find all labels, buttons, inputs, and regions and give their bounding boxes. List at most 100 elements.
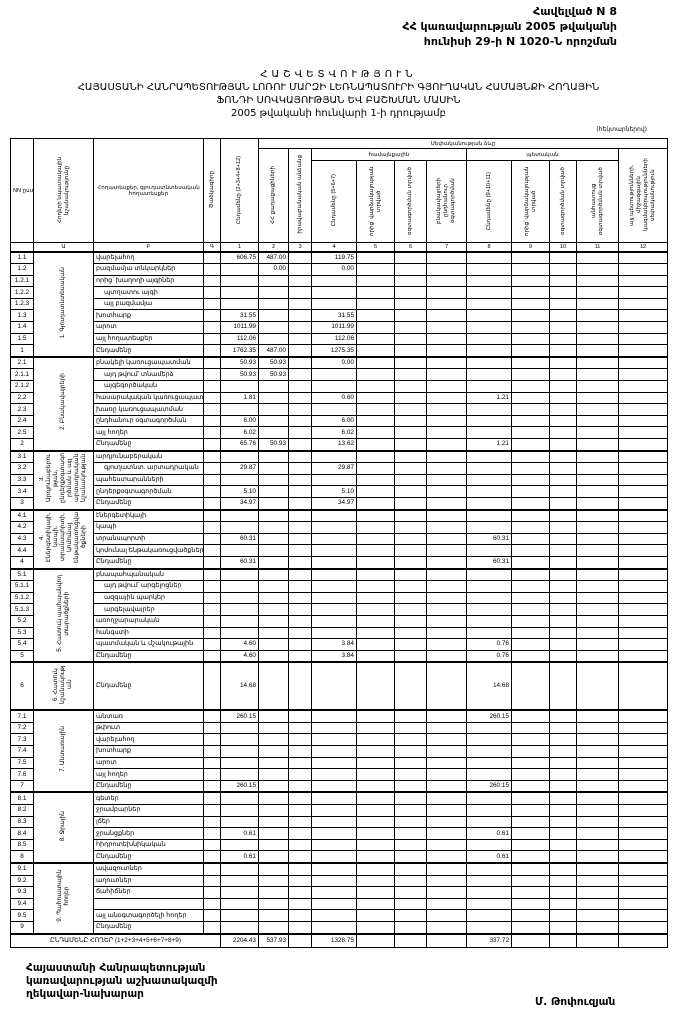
row-name: թփուտ	[93, 721, 204, 735]
value-col-10	[549, 426, 577, 439]
category-label: 5. Հատուկ պահպանվող տարածքների	[33, 567, 94, 663]
value-col-12	[617, 521, 669, 534]
value-col-8	[466, 485, 512, 498]
row-cipher	[203, 745, 221, 758]
value-col-12	[617, 779, 669, 793]
value-col-3	[288, 709, 312, 723]
value-col-7	[426, 804, 467, 817]
value-col-12	[617, 804, 669, 817]
value-col-6	[394, 286, 427, 299]
row-name: պատմական և մշակութային	[93, 638, 204, 651]
value-col-8	[466, 804, 512, 817]
row-cipher	[203, 591, 221, 605]
value-col-5	[356, 355, 395, 370]
value-col-8	[466, 591, 512, 605]
value-col-8	[466, 449, 512, 464]
value-col-10	[549, 638, 577, 651]
value-col-6	[394, 332, 427, 346]
value-col-11	[576, 815, 619, 829]
value-col-7	[426, 591, 467, 605]
value-col-4: 6.02	[311, 426, 357, 439]
value-col-12	[617, 462, 669, 475]
value-col-8	[466, 250, 512, 265]
value-col-4	[311, 815, 357, 829]
value-col-12	[617, 850, 669, 864]
value-col-4	[311, 709, 357, 723]
value-col-2	[258, 449, 289, 464]
value-col-11	[576, 521, 619, 534]
row-code: 1.3	[10, 309, 34, 323]
value-col-5	[356, 485, 395, 498]
value-col-10	[549, 496, 577, 511]
value-col-11	[576, 274, 619, 288]
value-col-3	[288, 603, 312, 616]
header-col-5: որից՝ վարձակալության տրված	[356, 160, 395, 243]
header-col-12: այլ պետությունների, միջազգային կազմակերպ…	[617, 148, 669, 243]
value-col-5	[356, 508, 395, 523]
value-col-10	[549, 521, 577, 534]
value-col-5	[356, 297, 395, 311]
annex-decree-line: ՀՀ կառավարության 2005 թվականի	[402, 20, 617, 33]
row-name: Ընդամենը	[93, 779, 204, 793]
value-col-6	[394, 544, 427, 557]
column-number: 8	[466, 242, 512, 252]
value-col-9	[511, 897, 550, 911]
value-col-3	[288, 614, 312, 628]
value-col-9	[511, 496, 550, 511]
row-name: գետեր	[93, 791, 204, 806]
value-col-8: 0.76	[466, 649, 512, 663]
value-col-6	[394, 909, 427, 922]
value-col-6	[394, 437, 427, 452]
value-col-4: 29.87	[311, 462, 357, 475]
row-code: 4.4	[10, 544, 34, 557]
value-col-11	[576, 414, 619, 428]
value-col-5	[356, 709, 395, 723]
value-col-10	[549, 580, 577, 593]
value-col-6	[394, 485, 427, 498]
value-col-10	[549, 874, 577, 888]
value-col-3	[288, 886, 312, 899]
total-col-7	[426, 932, 467, 948]
value-col-2	[258, 897, 289, 911]
total-col-3	[288, 932, 312, 948]
total-col-5	[356, 932, 395, 948]
value-col-9	[511, 309, 550, 323]
value-col-10	[549, 909, 577, 922]
value-col-5	[356, 721, 395, 735]
value-col-8	[466, 286, 512, 299]
row-code: 1.5	[10, 332, 34, 346]
value-col-2	[258, 462, 289, 475]
value-col-2	[258, 403, 289, 416]
value-col-3	[288, 250, 312, 265]
value-col-1	[220, 567, 259, 582]
value-col-12	[617, 508, 669, 523]
value-col-7	[426, 462, 467, 475]
value-col-5	[356, 649, 395, 663]
value-col-3	[288, 909, 312, 922]
column-number: Բ	[93, 242, 204, 252]
value-col-5	[356, 332, 395, 346]
value-col-8	[466, 733, 512, 747]
header-community: համայնքային	[311, 148, 467, 161]
value-col-10	[549, 355, 577, 370]
row-name: ընդհանուր օգտագործման	[93, 414, 204, 428]
value-col-2	[258, 661, 289, 711]
value-col-9	[511, 380, 550, 393]
value-col-7	[426, 791, 467, 806]
column-number: 9	[511, 242, 550, 252]
value-col-4	[311, 286, 357, 299]
table-row: 2.5 այլ հողեր 6.02 6.02	[10, 426, 669, 439]
value-col-9	[511, 886, 550, 899]
table-row: 5.3 հանգստի	[10, 626, 669, 640]
table-row: 5.1 5. Հատուկ պահպանվող տարածքների բնապահպ…	[10, 567, 669, 663]
value-col-12	[617, 309, 669, 323]
value-col-1: 60.31	[220, 532, 259, 546]
value-col-2: 50.93	[258, 355, 289, 370]
value-col-12	[617, 368, 669, 382]
table-row: 4.1 4. Էներգետիկայի, կապի, տրանսպորտի, կո…	[10, 508, 669, 570]
table-row: 1.4 արոտ 1011.99 1011.99	[10, 321, 669, 334]
value-col-9	[511, 791, 550, 806]
row-cipher	[203, 555, 221, 570]
table-row: 2.1.1 այդ թվում՝ տնամերձ 50.93 50.93	[10, 368, 669, 382]
value-col-4	[311, 555, 357, 570]
